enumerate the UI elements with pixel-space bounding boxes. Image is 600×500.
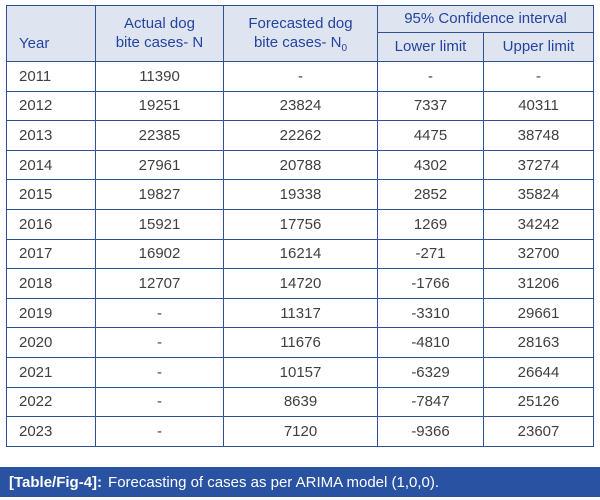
forecast-cases-cell: 11676 (223, 327, 378, 358)
upper-limit-cell: 38748 (482, 120, 595, 151)
lower-limit-cell: 4302 (377, 149, 484, 181)
forecast-cases-cell: 14720 (223, 268, 378, 299)
year-cell: 2014 (6, 149, 96, 181)
year-cell: 2018 (6, 268, 96, 299)
actual-cases-cell: 27961 (95, 149, 224, 181)
lower-limit-cell: -7847 (377, 386, 484, 418)
table-row: 2023-7120 -9366 23607 (6, 416, 595, 447)
table-row: 2011 11390- - - (6, 61, 595, 92)
col-header-lower-limit: Lower limit (377, 32, 484, 62)
header-row-group: Year Actual dog bite cases- N Forecasted… (6, 5, 595, 62)
actual-cases-cell: - (95, 327, 224, 358)
forecast-cases-cell: 17756 (223, 208, 378, 240)
upper-limit-cell: - (482, 61, 595, 92)
forecast-cases-cell: 11317 (223, 297, 378, 329)
year-cell: 2011 (6, 61, 96, 92)
year-cell: 2020 (6, 327, 96, 358)
actual-cases-cell: - (95, 386, 224, 418)
table-row: 2018 12707 14720 -1766 31206 (6, 268, 595, 299)
upper-limit-cell: 31206 (482, 268, 595, 299)
col-header-forecasted-line1: Forecasted dog (248, 14, 353, 32)
actual-cases-cell: - (95, 416, 224, 447)
upper-limit-cell: 34242 (482, 208, 595, 240)
lower-limit-cell: -3310 (377, 297, 484, 329)
table-caption: [Table/Fig-4]: Forecasting of cases as p… (0, 467, 600, 497)
table-row: 2015 19827 19338 2852 35824 (6, 179, 595, 210)
col-header-forecasted-cases: Forecasted dog bite cases- N0 (223, 5, 378, 62)
year-cell: 2022 (6, 386, 96, 418)
upper-limit-cell: 26644 (482, 356, 595, 388)
col-header-upper-limit: Upper limit (482, 32, 595, 62)
caption-label: [Table/Fig-4]: (9, 473, 103, 491)
table-row: 2013 22385 22262 4475 38748 (6, 120, 595, 151)
forecast-cases-cell: - (223, 61, 378, 92)
forecast-cases-cell: 23824 (223, 90, 378, 122)
lower-limit-cell: -4810 (377, 327, 484, 358)
actual-cases-cell: 15921 (95, 208, 224, 240)
table-header: Year Actual dog bite cases- N Forecasted… (6, 5, 595, 62)
forecast-cases-cell: 8639 (223, 386, 378, 418)
lower-limit-cell: 1269 (377, 208, 484, 240)
actual-cases-cell: 19251 (95, 90, 224, 122)
actual-cases-cell: 12707 (95, 268, 224, 299)
upper-limit-cell: 35824 (482, 179, 595, 210)
table-body: 2011 11390- - -2012 19251 23824 7337 40311 2013 2… (6, 61, 595, 447)
forecast-cases-cell: 20788 (223, 149, 378, 181)
table-row: 2012 19251 23824 7337 40311 (6, 90, 595, 122)
col-header-forecasted-line2: bite cases- N (253, 33, 342, 51)
lower-limit-cell: -1766 (377, 268, 484, 299)
upper-limit-cell: 25126 (482, 386, 595, 418)
forecast-table-container: Year Actual dog bite cases- N Forecasted… (6, 5, 595, 447)
table-row: 2019-11317 -3310 29661 (6, 297, 595, 329)
col-header-actual-line1: Actual dog (124, 14, 195, 32)
year-cell: 2016 (6, 208, 96, 240)
upper-limit-cell: 28163 (482, 327, 595, 358)
upper-limit-cell: 32700 (482, 238, 595, 270)
lower-limit-cell: - (377, 61, 484, 92)
year-cell: 2021 (6, 356, 96, 388)
col-header-actual-cases: Actual dog bite cases- N (95, 5, 224, 62)
upper-limit-cell: 40311 (482, 90, 595, 122)
actual-cases-cell: 22385 (95, 120, 224, 151)
lower-limit-cell: 7337 (377, 90, 484, 122)
lower-limit-cell: -6329 (377, 356, 484, 388)
forecast-cases-cell: 7120 (223, 416, 378, 447)
upper-limit-cell: 37274 (482, 149, 595, 181)
table-row: 2021-10157 -6329 26644 (6, 356, 595, 388)
forecast-cases-cell: 10157 (223, 356, 378, 388)
table-row: 2016 15921 17756 1269 34242 (6, 208, 595, 240)
year-cell: 2017 (6, 238, 96, 270)
lower-limit-cell: 4475 (377, 120, 484, 151)
actual-cases-cell: 11390 (95, 61, 224, 92)
upper-limit-cell: 29661 (482, 297, 595, 329)
actual-cases-cell: - (95, 356, 224, 388)
table-row: 2014 27961 20788 4302 37274 (6, 149, 595, 181)
header-row-limits: Lower limit Upper limit (7, 32, 595, 62)
col-header-year: Year (6, 5, 96, 62)
table-row: 2017 16902 16214 -271 32700 (6, 238, 595, 270)
year-cell: 2012 (6, 90, 96, 122)
col-header-actual-line2: bite cases- N (115, 33, 204, 51)
upper-limit-cell: 23607 (482, 416, 595, 447)
col-header-confidence-interval-group: 95% Confidence interval (376, 5, 595, 33)
actual-cases-cell: - (95, 297, 224, 329)
forecast-cases-cell: 22262 (223, 120, 378, 151)
actual-cases-cell: 19827 (95, 179, 224, 210)
forecast-cases-cell: 16214 (223, 238, 378, 270)
forecasted-n-subscript: 0 (341, 42, 348, 54)
forecast-cases-cell: 19338 (223, 179, 378, 210)
table-row: 2022-8639 -7847 25126 (6, 386, 595, 418)
year-cell: 2015 (6, 179, 96, 210)
year-cell: 2023 (6, 416, 96, 447)
year-cell: 2019 (6, 297, 96, 329)
table-row: 2020-11676 -4810 28163 (6, 327, 595, 358)
lower-limit-cell: 2852 (377, 179, 484, 210)
caption-text: Forecasting of cases as per ARIMA model … (108, 473, 440, 491)
forecast-table: Year Actual dog bite cases- N Forecasted… (6, 5, 595, 447)
lower-limit-cell: -271 (377, 238, 484, 270)
lower-limit-cell: -9366 (377, 416, 484, 447)
actual-cases-cell: 16902 (95, 238, 224, 270)
year-cell: 2013 (6, 120, 96, 151)
